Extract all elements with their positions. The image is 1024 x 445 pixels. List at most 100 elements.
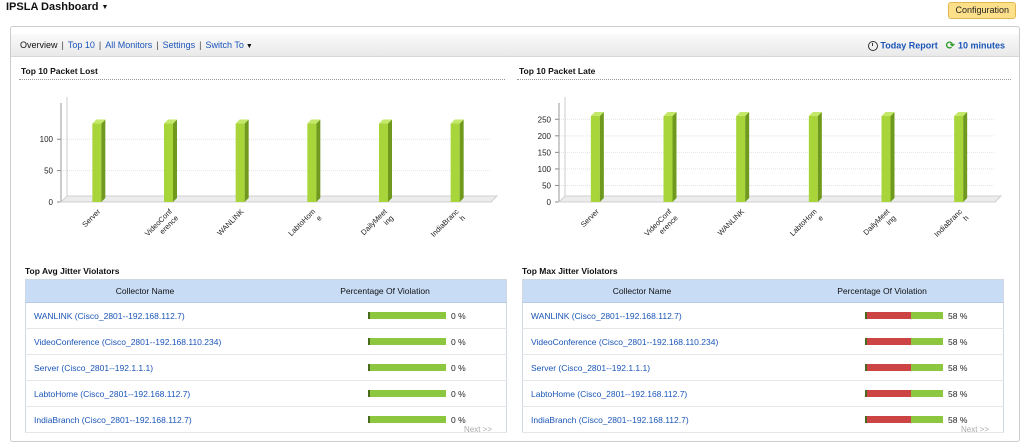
table-row: WANLINK (Cisco_2801--192.168.112.7) 58 % <box>522 302 1004 329</box>
collector-link[interactable]: IndiaBranch (Cisco_2801--192.168.112.7) <box>25 406 264 433</box>
x-tick-label: DailyMeeting <box>861 206 898 243</box>
violation-cell: 0 % <box>264 328 507 355</box>
y-tick-label: 0 <box>547 198 552 207</box>
violation-bar <box>368 338 446 346</box>
bar-front <box>450 123 460 202</box>
packet-late-chart: 0 50 100 150 200 250 Server VideoConference WANL… <box>538 97 1003 245</box>
refresh-icon[interactable]: ⟳ <box>945 40 955 52</box>
violation-bar <box>368 390 446 398</box>
next-page-link[interactable]: Next >> <box>464 425 493 434</box>
dashboard-title-menu[interactable]: IPSLA Dashboard ▼ <box>6 1 108 13</box>
nav-bar: Overview | Top 10 | All Monitors | Settings | Sw… <box>11 34 1019 57</box>
x-tick-label-line: IndiaBranc <box>932 207 964 239</box>
violation-percent: 0 % <box>451 388 466 399</box>
bar-side <box>745 111 750 202</box>
today-report-link[interactable]: Today Report <box>880 40 938 51</box>
caret-down-icon: ▼ <box>101 4 109 11</box>
x-tick-label: WANLINK <box>215 207 245 237</box>
collector-link[interactable]: IndiaBranch (Cisco_2801--192.168.112.7) <box>522 406 761 433</box>
violation-cell: 58 % <box>761 406 1004 433</box>
bar-front <box>307 123 317 202</box>
x-tick-label-line: WANLINK <box>215 207 245 237</box>
configuration-button[interactable]: Configuration <box>948 2 1016 19</box>
nav-overview[interactable]: Overview <box>20 40 58 50</box>
bar-top <box>235 119 249 124</box>
column-header-collector[interactable]: Collector Name <box>522 279 761 303</box>
bar-side <box>244 119 249 202</box>
bar-side <box>316 119 321 202</box>
x-tick-label-line: h <box>458 213 467 222</box>
nav-switch-to[interactable]: Switch To <box>205 40 244 50</box>
table-row: WANLINK (Cisco_2801--192.168.112.7) 0 % <box>25 302 507 329</box>
bar-front <box>590 115 600 202</box>
bar-top <box>808 111 822 116</box>
bar-side <box>173 119 177 202</box>
refresh-interval[interactable]: 10 minutes <box>957 40 1005 51</box>
bar-side <box>459 119 464 202</box>
nav-separator: | <box>156 40 159 50</box>
collector-link[interactable]: VideoConference (Cisco_2801--192.168.110… <box>522 328 761 355</box>
violation-bar <box>368 312 446 320</box>
table-row: LabtoHome (Cisco_2801--192.168.112.7) 58 … <box>522 380 1004 407</box>
violation-cell: 0 % <box>264 302 507 329</box>
collector-link[interactable]: WANLINK (Cisco_2801--192.168.112.7) <box>522 302 761 329</box>
bar-side <box>817 111 822 202</box>
x-tick-label: LabtoHome <box>286 207 323 244</box>
violation-percent: 0 % <box>451 336 466 347</box>
violation-bar <box>368 416 446 424</box>
x-tick-label: IndiaBranch <box>932 207 970 245</box>
bar-side <box>890 111 895 202</box>
bar-top <box>736 111 750 116</box>
bar-top <box>307 119 321 124</box>
x-tick-label: Server <box>80 207 102 229</box>
collector-link[interactable]: LabtoHome (Cisco_2801--192.168.112.7) <box>25 380 264 407</box>
column-header-percentage[interactable]: Percentage Of Violation <box>761 279 1004 303</box>
x-tick-label-line: WANLINK <box>716 207 746 237</box>
nav-separator: | <box>199 40 202 50</box>
nav-all-monitors[interactable]: All Monitors <box>105 40 153 50</box>
violation-percent: 0 % <box>451 310 466 321</box>
top-bar: IPSLA Dashboard ▼ Configuration <box>0 0 1024 24</box>
caret-down-icon: ▼ <box>245 43 253 50</box>
violation-bar-fill <box>867 390 912 398</box>
next-page-link[interactable]: Next >> <box>961 425 990 434</box>
table-header: Collector Name Percentage Of Violation <box>522 279 1004 303</box>
nav-links: Overview | Top 10 | All Monitors | Settings | Sw… <box>20 40 253 50</box>
violation-bar-fill <box>867 312 912 320</box>
collector-link[interactable]: WANLINK (Cisco_2801--192.168.112.7) <box>25 302 264 329</box>
bar-top <box>954 111 968 116</box>
dashboard-panel: Overview | Top 10 | All Monitors | Settings | Sw… <box>10 26 1020 442</box>
nav-settings[interactable]: Settings <box>162 40 196 50</box>
avg-jitter-table: Collector Name Percentage Of Violation W… <box>25 279 507 433</box>
x-tick-label-line: LabtoHom <box>286 207 317 238</box>
violation-cell: 0 % <box>264 406 507 433</box>
collector-link[interactable]: LabtoHome (Cisco_2801--192.168.112.7) <box>522 380 761 407</box>
bar <box>736 111 750 202</box>
column-header-collector[interactable]: Collector Name <box>25 279 264 303</box>
violation-bar-fill <box>867 416 912 424</box>
bar-top <box>590 111 604 116</box>
dashboard-title: IPSLA Dashboard <box>6 1 99 13</box>
report-controls: Today Report ⟳ 10 minutes <box>868 39 1005 52</box>
bar <box>307 119 321 202</box>
violation-bar <box>865 416 943 424</box>
violation-percent: 58 % <box>948 362 968 373</box>
bar <box>954 111 968 202</box>
bar <box>235 119 249 202</box>
violation-bar <box>368 364 446 372</box>
table-row: Server (Cisco_2801--192.1.1.1) 0 % <box>25 354 507 381</box>
nav-top10[interactable]: Top 10 <box>67 40 95 50</box>
max-jitter-title: Top Max Jitter Violators <box>522 266 618 276</box>
collector-link[interactable]: VideoConference (Cisco_2801--192.168.110… <box>25 328 264 355</box>
packet-late-title: Top 10 Packet Late <box>519 66 596 76</box>
x-tick-label: DailyMeeting <box>359 206 396 243</box>
collector-link[interactable]: Server (Cisco_2801--192.1.1.1) <box>25 354 264 381</box>
chart-floor <box>557 195 1003 203</box>
bar <box>663 111 677 202</box>
x-tick-label: LabtoHome <box>788 207 825 244</box>
y-tick-label: 250 <box>538 115 552 124</box>
column-header-percentage[interactable]: Percentage Of Violation <box>264 279 507 303</box>
x-tick-label-line: LabtoHom <box>788 207 819 238</box>
x-tick-label: VideoConference <box>642 206 680 244</box>
collector-link[interactable]: Server (Cisco_2801--192.1.1.1) <box>522 354 761 381</box>
